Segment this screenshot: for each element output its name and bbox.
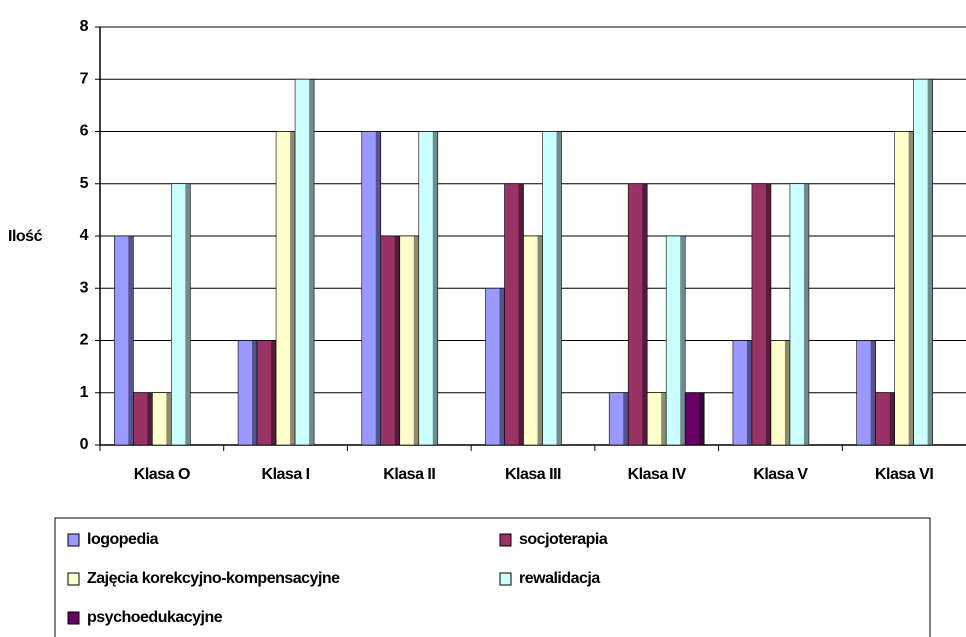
bar-edge xyxy=(518,183,524,445)
x-tick-label: Klasa III xyxy=(505,466,561,483)
bar xyxy=(294,78,315,446)
bar-edge xyxy=(147,392,153,445)
y-tick-label: 4 xyxy=(80,227,89,244)
bar-edge xyxy=(870,340,876,445)
bar-edge xyxy=(803,183,809,445)
legend-label: psychoedukacyjne xyxy=(87,609,223,626)
bar-edge xyxy=(699,392,705,445)
bar-edge xyxy=(432,131,438,445)
y-tick-label: 1 xyxy=(80,384,89,401)
bar-edge xyxy=(271,340,277,445)
y-tick-label: 3 xyxy=(80,279,89,296)
legend-swatch xyxy=(499,572,512,586)
bar xyxy=(665,235,686,446)
y-tick-label: 5 xyxy=(80,175,89,192)
bar-edge xyxy=(784,340,790,445)
bar xyxy=(751,183,772,446)
bar-edge xyxy=(661,392,667,445)
bar-edge xyxy=(252,340,258,445)
y-tick-label: 0 xyxy=(80,436,89,453)
bar xyxy=(789,183,810,446)
legend-swatch xyxy=(67,572,80,586)
bar xyxy=(913,78,933,446)
bar-edge xyxy=(765,183,771,445)
x-tick-label: Klasa O xyxy=(134,466,190,483)
x-tick-label: Klasa I xyxy=(262,466,310,483)
x-tick-label: Klasa V xyxy=(753,466,808,483)
y-tick-label: 2 xyxy=(80,332,89,349)
bar-edge xyxy=(889,392,895,445)
bar-edge xyxy=(413,236,419,445)
y-tick-label: 8 xyxy=(80,18,89,35)
legend-label: logopedia xyxy=(87,531,159,548)
bar xyxy=(171,183,191,446)
x-tick-label: Klasa IV xyxy=(628,466,687,483)
bar-edge xyxy=(166,392,172,445)
bar xyxy=(114,235,134,446)
legend-box xyxy=(54,517,931,637)
y-tick-label: 7 xyxy=(80,70,89,87)
legend-label: Zajęcia korekcyjno-kompensacyjne xyxy=(87,570,340,587)
bar-edge xyxy=(642,183,648,445)
legend-label: rewalidacja xyxy=(519,570,600,587)
x-tick-label: Klasa VI xyxy=(875,466,933,483)
bar-edge xyxy=(290,131,296,445)
legend-label: socjoterapia xyxy=(519,531,608,548)
y-tick-label: 6 xyxy=(80,123,89,140)
bar-edge xyxy=(623,392,629,445)
bar-edge xyxy=(309,79,315,445)
bar xyxy=(684,392,705,446)
y-axis-label: Ilość xyxy=(8,228,43,245)
bar-edge xyxy=(375,131,381,445)
bar-edge xyxy=(499,288,505,445)
bar-edge xyxy=(746,340,752,445)
bar-edge xyxy=(185,183,191,445)
bar xyxy=(627,183,648,446)
legend-swatch xyxy=(499,533,512,547)
bar-edge xyxy=(556,131,562,445)
bar-edge xyxy=(908,131,914,445)
bar-edge xyxy=(680,236,686,445)
bar-edge xyxy=(394,236,400,445)
bar-edge xyxy=(537,236,543,445)
legend-swatch xyxy=(67,533,80,547)
bar-edge xyxy=(927,79,933,445)
bar-edge xyxy=(128,236,134,445)
bar xyxy=(418,131,439,446)
legend-swatch xyxy=(67,611,80,625)
bar xyxy=(542,131,562,446)
x-tick-label: Klasa II xyxy=(383,466,435,483)
